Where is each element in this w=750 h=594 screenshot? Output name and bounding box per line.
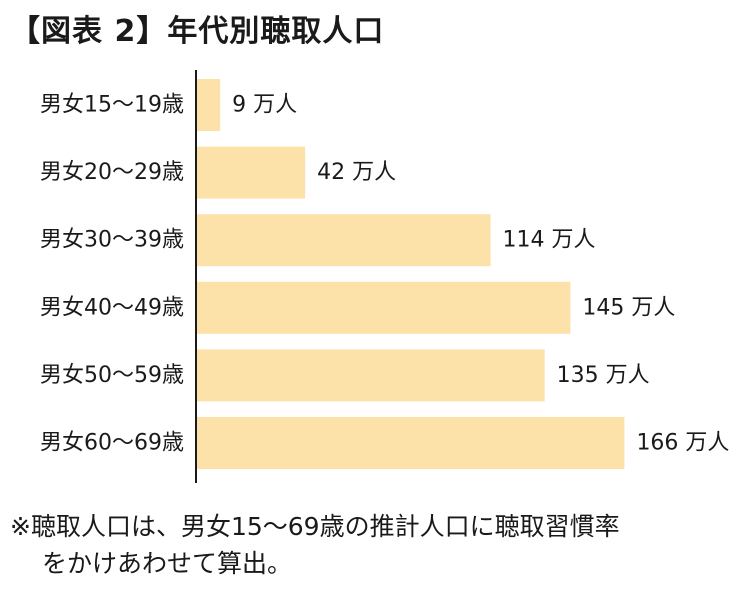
category-label-2: 男女20〜29歳 [40,160,184,185]
bar-2 [197,146,306,199]
value-label-4: 145 万人 [582,295,675,320]
footnote-line-1: ※聴取人口は、男女15〜69歳の推計人口に聴取習慣率 [10,512,620,541]
bar-5 [197,349,545,402]
category-label-6: 男女60〜69歳 [40,431,184,456]
chart-title: 【図表 2】年代別聴取人口 [10,14,385,49]
category-label-3: 男女30〜39歳 [40,228,184,253]
footnote: ※聴取人口は、男女15〜69歳の推計人口に聴取習慣率 をかけあわせて算出。 [10,508,740,582]
bar-1 [197,79,221,131]
bar-6 [197,417,625,469]
value-label-5: 135 万人 [557,363,650,388]
category-label-5: 男女50〜59歳 [40,363,184,388]
category-label-4: 男女40〜49歳 [40,295,184,320]
value-label-3: 114 万人 [503,228,596,253]
bar-3 [197,214,491,267]
category-label-1: 男女15〜19歳 [40,93,184,118]
bar-4 [197,281,571,334]
value-label-1: 9 万人 [232,93,297,118]
value-label-2: 42 万人 [317,160,396,185]
footnote-line-2: をかけあわせて算出。 [42,549,293,578]
value-label-6: 166 万人 [636,431,729,456]
bars-layer [197,79,625,469]
